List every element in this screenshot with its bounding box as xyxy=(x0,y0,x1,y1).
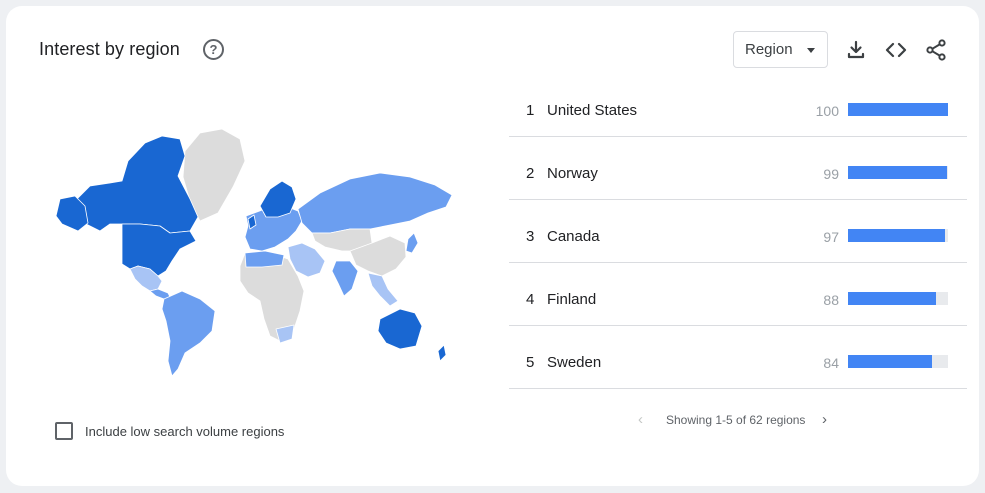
region-china xyxy=(349,235,407,277)
row-bar-fill xyxy=(848,355,932,368)
row-rank: 3 xyxy=(526,228,535,245)
caret-down-icon xyxy=(807,48,815,53)
region-select-value: Region xyxy=(745,41,793,58)
table-row[interactable]: 4 Finland 88 xyxy=(509,263,967,326)
region-ranking-list: 1 United States 100 2 Norway 99 3 Canada… xyxy=(509,74,967,389)
card-title: Interest by region xyxy=(39,39,180,59)
row-rank: 2 xyxy=(526,165,535,182)
row-rank: 1 xyxy=(526,102,535,119)
share-icon[interactable] xyxy=(924,38,948,62)
row-bar-fill xyxy=(848,229,945,242)
chevron-left-icon[interactable]: ‹ xyxy=(638,411,643,428)
row-region-name[interactable]: Finland xyxy=(547,291,597,308)
pagination-status: Showing 1-5 of 62 regions xyxy=(666,413,806,427)
region-canada xyxy=(74,135,199,234)
region-southeast-asia xyxy=(367,272,399,307)
region-north-africa xyxy=(244,250,285,268)
region-greenland xyxy=(182,128,246,222)
region-south-africa xyxy=(275,324,295,344)
row-value: 97 xyxy=(823,229,839,245)
region-russia xyxy=(297,172,453,234)
row-value: 99 xyxy=(823,166,839,182)
embed-code-icon[interactable] xyxy=(884,38,908,62)
row-value: 84 xyxy=(823,355,839,371)
table-row[interactable]: 1 United States 100 xyxy=(509,74,967,137)
row-region-name[interactable]: Canada xyxy=(547,228,600,245)
download-icon[interactable] xyxy=(844,38,868,62)
table-row[interactable]: 5 Sweden 84 xyxy=(509,326,967,389)
region-new-zealand xyxy=(437,344,447,362)
row-bar-track xyxy=(848,355,948,368)
row-bar-fill xyxy=(848,103,948,116)
table-row[interactable]: 3 Canada 97 xyxy=(509,200,967,263)
region-australia xyxy=(377,308,423,350)
low-volume-label[interactable]: Include low search volume regions xyxy=(85,424,285,439)
row-bar-track xyxy=(848,292,948,305)
row-rank: 5 xyxy=(526,354,535,371)
row-rank: 4 xyxy=(526,291,535,308)
row-region-name[interactable]: Norway xyxy=(547,165,598,182)
region-japan xyxy=(405,232,419,254)
region-mexico xyxy=(129,265,163,292)
row-bar-track xyxy=(848,166,948,179)
region-select[interactable]: Region xyxy=(733,31,828,68)
table-row[interactable]: 2 Norway 99 xyxy=(509,137,967,200)
help-icon[interactable]: ? xyxy=(203,39,224,60)
region-india xyxy=(331,260,359,297)
row-bar-track xyxy=(848,229,948,242)
world-map xyxy=(55,128,453,377)
region-middle-east xyxy=(287,242,326,278)
row-region-name[interactable]: Sweden xyxy=(547,354,602,371)
chevron-right-icon[interactable]: › xyxy=(822,411,827,428)
row-region-name[interactable]: United States xyxy=(547,102,638,119)
region-united-states xyxy=(121,223,197,277)
pagination: ‹ Showing 1-5 of 62 regions › xyxy=(638,411,838,432)
region-alaska xyxy=(55,195,89,232)
row-value: 88 xyxy=(823,292,839,308)
low-volume-checkbox[interactable] xyxy=(55,422,73,440)
row-bar-track xyxy=(848,103,948,116)
row-bar-fill xyxy=(848,166,947,179)
region-south-america xyxy=(161,290,216,377)
interest-by-region-card: Interest by region ? Region xyxy=(6,6,979,486)
row-bar-fill xyxy=(848,292,936,305)
region-uk xyxy=(247,214,257,230)
row-value: 100 xyxy=(815,103,839,119)
region-scandinavia xyxy=(259,180,297,218)
